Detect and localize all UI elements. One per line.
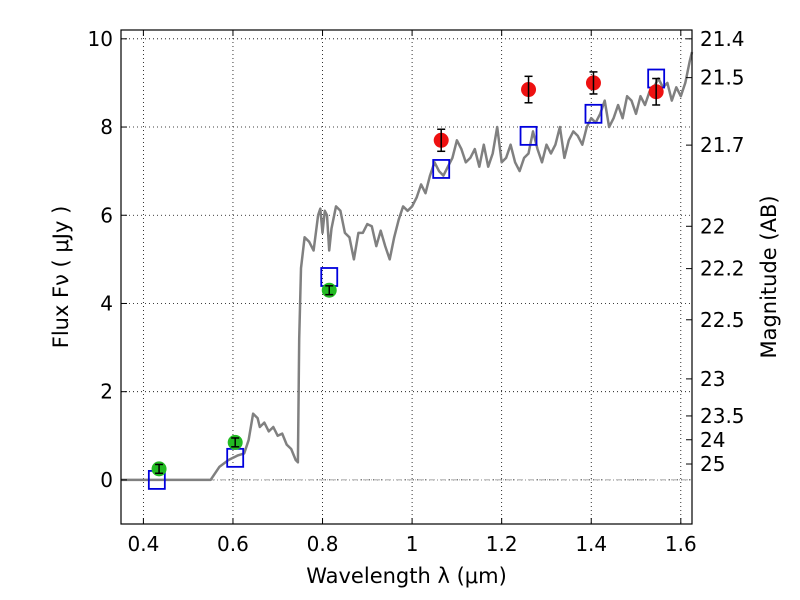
x-tick-label: 1.2 xyxy=(486,532,518,556)
x-tick-label: 1.6 xyxy=(665,532,697,556)
x-tick-label: 0.4 xyxy=(127,532,159,556)
model-flux-box xyxy=(432,159,451,179)
y-tick-label: 2 xyxy=(100,380,113,404)
y-tick-label: 6 xyxy=(100,203,113,227)
x-tick-label: 0.8 xyxy=(307,532,339,556)
model-spectrum-line xyxy=(121,51,694,482)
y2-tick-label: 22.2 xyxy=(700,257,745,281)
y2-axis-label: Magnitude (AB) xyxy=(757,195,781,358)
plot-frame xyxy=(120,29,693,525)
x-axis-label: Wavelength λ (μm) xyxy=(306,564,507,588)
y-tick-label: 8 xyxy=(100,115,113,139)
y-tick-label: 4 xyxy=(100,291,113,315)
plot-area xyxy=(121,51,694,490)
y-tick-label: 10 xyxy=(88,27,113,51)
model-flux-box xyxy=(519,125,538,146)
y2-tick-label: 23.5 xyxy=(700,404,745,428)
y2-tick-label: 23 xyxy=(700,367,725,391)
x-tick-label: 1.4 xyxy=(575,532,607,556)
y2-tick-label: 21.7 xyxy=(700,133,745,157)
y-axis-label: Flux Fν ( μJy ) xyxy=(49,206,73,349)
y2-tick-label: 25 xyxy=(700,452,725,476)
y2-tick-label: 21.5 xyxy=(700,66,745,90)
y2-tick-label: 21.4 xyxy=(700,27,745,51)
y-tick-label: 0 xyxy=(100,468,113,492)
y2-tick-label: 22 xyxy=(700,214,725,238)
x-tick-label: 0.6 xyxy=(217,532,249,556)
x-tick-label: 1 xyxy=(406,532,419,556)
model-flux-box xyxy=(584,103,603,124)
y2-tick-label: 22.5 xyxy=(700,308,745,332)
y2-tick-label: 24 xyxy=(700,428,725,452)
